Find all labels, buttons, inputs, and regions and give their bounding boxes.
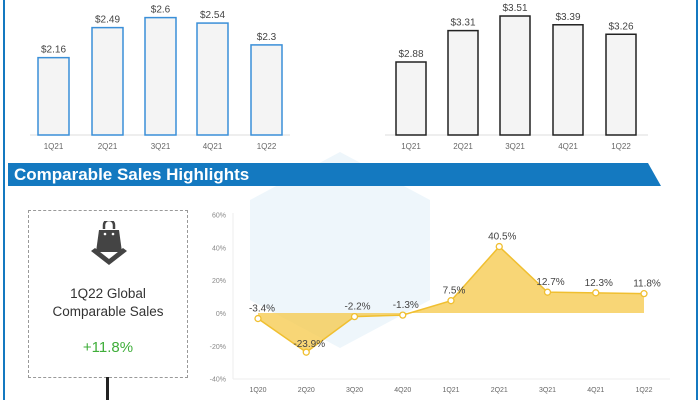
x-tick-label: 3Q21 xyxy=(151,142,171,151)
bar-value-label: $3.31 xyxy=(450,18,475,29)
bar-value-label: $3.39 xyxy=(555,12,580,23)
left-border xyxy=(3,0,5,400)
data-label: -3.4% xyxy=(249,304,275,315)
data-label: -1.3% xyxy=(393,300,419,311)
x-tick-label: 1Q22 xyxy=(257,142,277,151)
x-tick-label: 1Q21 xyxy=(442,387,459,394)
data-label: 40.5% xyxy=(488,232,516,243)
highlight-title: 1Q22 Global Comparable Sales xyxy=(29,285,187,321)
x-tick-label: 3Q21 xyxy=(505,142,525,151)
bar xyxy=(91,26,124,136)
bar-value-label: $2.6 xyxy=(151,5,171,16)
y-tick-label: 40% xyxy=(212,245,226,252)
x-tick-label: 2Q21 xyxy=(491,387,508,394)
bar-value-label: $2.3 xyxy=(257,32,277,43)
section-banner xyxy=(8,163,661,186)
x-tick-label: 1Q22 xyxy=(611,142,631,151)
bar xyxy=(250,44,283,136)
x-tick-label: 3Q20 xyxy=(346,387,363,394)
data-label: 7.5% xyxy=(443,286,466,297)
connector-line xyxy=(106,377,109,400)
data-label: 12.7% xyxy=(536,277,564,288)
x-tick-label: 1Q22 xyxy=(635,387,652,394)
data-label: 11.8% xyxy=(633,279,661,290)
data-label: -2.2% xyxy=(344,302,370,313)
x-tick-label: 3Q21 xyxy=(539,387,556,394)
bar xyxy=(499,15,531,136)
y-tick-label: 60% xyxy=(212,213,226,220)
y-tick-label: 20% xyxy=(212,278,226,285)
x-tick-label: 1Q21 xyxy=(401,142,421,151)
bar xyxy=(196,22,229,136)
bar-value-label: $2.16 xyxy=(41,45,66,56)
bar xyxy=(37,56,70,136)
watermark-logo xyxy=(250,152,430,348)
data-point xyxy=(447,297,455,305)
data-label: -23.9% xyxy=(293,339,325,350)
y-tick-label: 0% xyxy=(216,311,226,318)
x-tick-label: 2Q21 xyxy=(98,142,118,151)
bar xyxy=(447,29,479,136)
right-border xyxy=(696,0,698,400)
highlight-title-line2: Comparable Sales xyxy=(52,304,164,319)
highlight-title-line1: 1Q22 Global xyxy=(70,286,146,301)
bar xyxy=(605,33,637,136)
shopping-bag-icon xyxy=(91,221,127,265)
data-point xyxy=(302,348,310,356)
x-tick-label: 1Q21 xyxy=(44,142,64,151)
bar xyxy=(144,16,177,136)
data-point xyxy=(254,314,262,323)
data-point xyxy=(592,289,600,297)
bar-value-label: $2.88 xyxy=(398,49,423,60)
bar xyxy=(552,24,584,136)
y-tick-label: -20% xyxy=(210,344,226,351)
highlight-card: 1Q22 Global Comparable Sales +11.8% xyxy=(28,210,188,378)
data-point xyxy=(399,311,407,319)
bar-value-label: $3.26 xyxy=(608,21,633,32)
bar-value-label: $2.54 xyxy=(200,10,225,21)
bar xyxy=(395,61,427,136)
area-fill xyxy=(258,246,644,353)
data-point xyxy=(543,288,552,296)
x-tick-label: 4Q21 xyxy=(587,387,604,394)
data-point xyxy=(495,242,503,251)
bar-value-label: $2.49 xyxy=(95,15,120,26)
bar-value-label: $3.51 xyxy=(502,3,527,14)
x-tick-label: 4Q20 xyxy=(394,387,411,394)
x-tick-label: 1Q20 xyxy=(249,387,266,394)
x-tick-label: 2Q20 xyxy=(298,387,315,394)
data-point xyxy=(350,312,359,321)
y-tick-label: -40% xyxy=(210,377,226,384)
highlight-value: +11.8% xyxy=(82,339,134,356)
x-tick-label: 4Q21 xyxy=(203,142,223,151)
data-point xyxy=(640,289,648,298)
x-tick-label: 2Q21 xyxy=(453,142,473,151)
data-label: 12.3% xyxy=(585,278,613,289)
section-title: Comparable Sales Highlights xyxy=(14,165,250,184)
x-tick-label: 4Q21 xyxy=(558,142,578,151)
